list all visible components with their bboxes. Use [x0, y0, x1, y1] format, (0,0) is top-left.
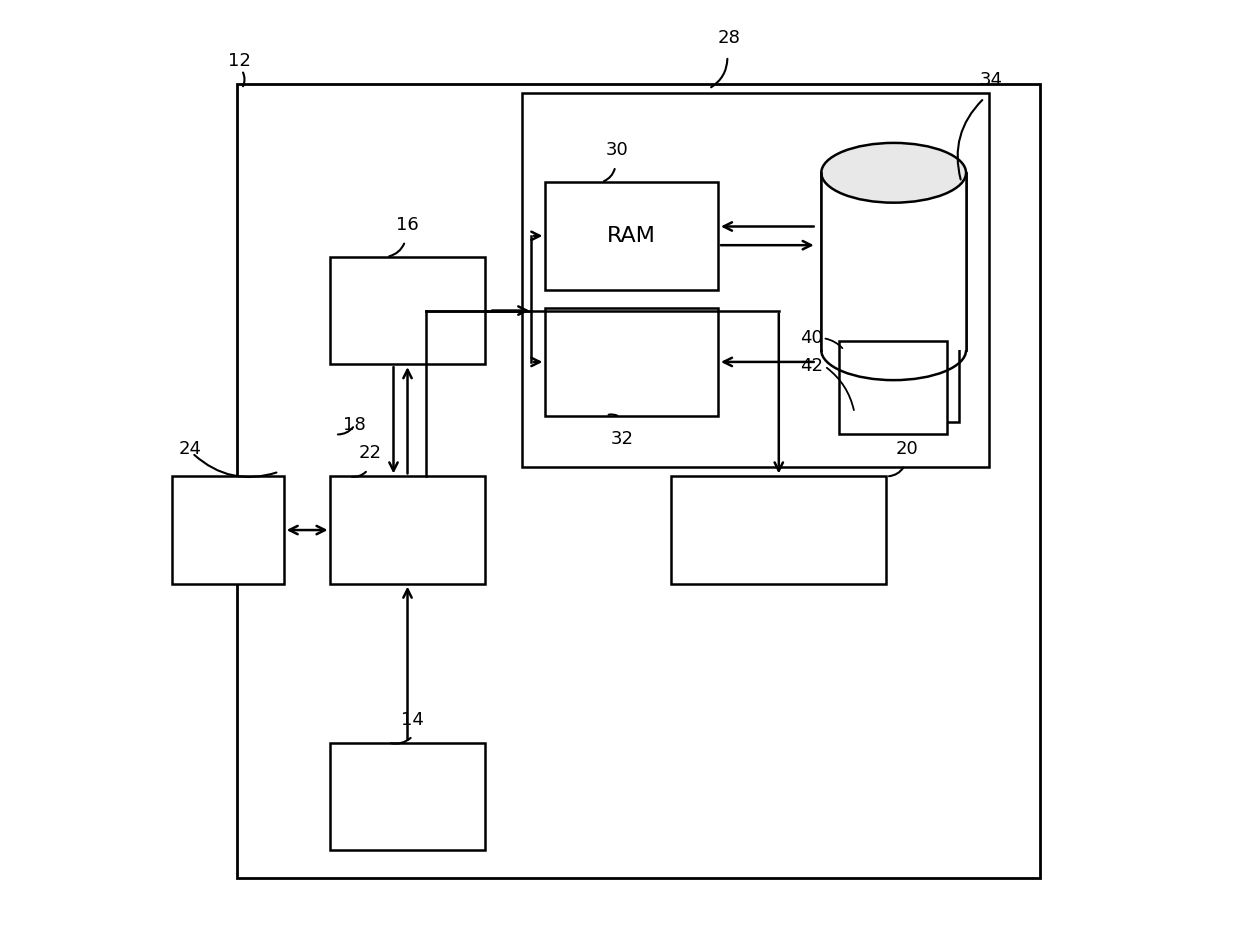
- Ellipse shape: [821, 143, 966, 203]
- Bar: [821, 173, 966, 350]
- Text: 40: 40: [800, 329, 822, 347]
- Text: RAM: RAM: [608, 226, 656, 246]
- Text: 20: 20: [895, 440, 919, 458]
- Bar: [864, 317, 971, 410]
- Bar: [546, 182, 718, 290]
- Text: 14: 14: [401, 711, 423, 729]
- Text: 42: 42: [800, 357, 822, 375]
- Text: 18: 18: [342, 416, 366, 434]
- Bar: [546, 308, 718, 416]
- Text: 30: 30: [606, 141, 629, 159]
- Bar: [330, 257, 485, 364]
- Text: 32: 32: [610, 430, 634, 447]
- Bar: [330, 476, 485, 584]
- Text: 12: 12: [228, 51, 250, 70]
- Text: 16: 16: [396, 216, 419, 234]
- Bar: [852, 329, 959, 422]
- Text: 22: 22: [358, 445, 382, 462]
- Bar: [522, 93, 990, 467]
- Bar: [839, 341, 947, 434]
- Text: 34: 34: [980, 71, 1003, 89]
- Text: 28: 28: [718, 29, 742, 47]
- Bar: [671, 476, 887, 584]
- Text: 24: 24: [179, 440, 201, 458]
- Bar: [330, 743, 485, 850]
- Bar: [237, 84, 1040, 878]
- Bar: [171, 476, 284, 584]
